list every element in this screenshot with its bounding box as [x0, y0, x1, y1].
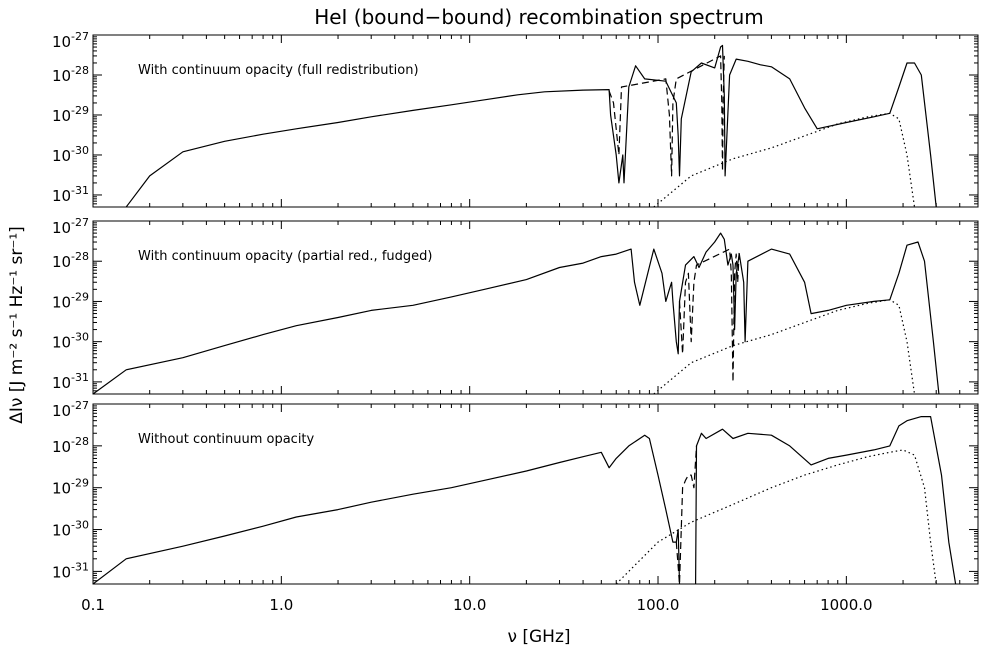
y-tick-label: 10-31 — [52, 371, 89, 392]
y-tick-base: 10 — [52, 374, 71, 392]
y-tick-base: 10 — [52, 187, 71, 205]
y-tick-exponent: -30 — [71, 331, 89, 344]
y-tick-label: 10-28 — [52, 64, 89, 85]
panel-label: With continuum opacity (partial red., fu… — [138, 249, 432, 264]
panel-frame — [92, 220, 979, 395]
x-axis-label: ν [GHz] — [507, 627, 570, 647]
y-tick-base: 10 — [52, 147, 71, 165]
y-tick-label: 10-29 — [52, 477, 89, 498]
series-dashed-line — [678, 248, 740, 383]
series-dotted-line — [653, 112, 916, 207]
x-tick-label: 0.1 — [81, 596, 105, 614]
y-tick-base: 10 — [52, 438, 71, 456]
series-group — [93, 232, 940, 394]
y-tick-label: 10-29 — [52, 290, 89, 311]
y-tick-label: 10-28 — [52, 435, 89, 456]
series-solid-line — [93, 416, 957, 584]
y-tick-exponent: -28 — [71, 250, 89, 263]
y-tick-label: 10-28 — [52, 250, 89, 271]
y-tick-exponent: -27 — [71, 399, 89, 412]
y-tick-base: 10 — [52, 107, 71, 125]
series-dashed-line — [675, 445, 698, 584]
panel-label: Without continuum opacity — [138, 432, 315, 447]
y-tick-label: 10-30 — [52, 144, 89, 165]
y-tick-label: 10-31 — [52, 560, 89, 581]
y-tick-label: 10-31 — [52, 184, 89, 205]
y-tick-label: 10-29 — [52, 104, 89, 125]
x-tick-label: 1000.0 — [820, 596, 873, 614]
y-tick-label: 10-27 — [52, 30, 89, 51]
x-tick-label: 10.0 — [453, 596, 486, 614]
y-tick-exponent: -28 — [71, 435, 89, 448]
y-tick-base: 10 — [52, 402, 71, 420]
series-dashed-line — [608, 55, 725, 177]
y-tick-label: 10-30 — [52, 331, 89, 352]
y-tick-label: 10-30 — [52, 519, 89, 540]
y-tick-base: 10 — [52, 33, 71, 51]
y-tick-exponent: -30 — [71, 519, 89, 532]
series-group — [125, 44, 937, 207]
series-solid-line — [93, 232, 940, 394]
x-axis-tick-labels: 0.1 1.0 10.0 100.0 1000.0 — [81, 596, 873, 614]
y-tick-exponent: -29 — [71, 104, 89, 117]
y-tick-exponent: -31 — [71, 560, 89, 573]
y-tick-base: 10 — [52, 253, 71, 271]
y-tick-exponent: -27 — [71, 216, 89, 229]
y-axis-label: ΔIν [J m⁻² s⁻¹ Hz⁻¹ sr⁻¹] — [7, 226, 27, 424]
panel-frame — [92, 34, 979, 208]
y-tick-exponent: -29 — [71, 477, 89, 490]
y-tick-exponent: -27 — [71, 30, 89, 43]
y-tick-base: 10 — [52, 563, 71, 581]
y-tick-exponent: -31 — [71, 184, 89, 197]
y-tick-base: 10 — [52, 293, 71, 311]
series-dotted-line — [653, 299, 916, 394]
y-tick-exponent: -31 — [71, 371, 89, 384]
panel-label: With continuum opacity (full redistribut… — [138, 63, 419, 78]
y-tick-base: 10 — [52, 67, 71, 85]
x-tick-label: 1.0 — [269, 596, 293, 614]
y-tick-exponent: -29 — [71, 290, 89, 303]
y-tick-exponent: -30 — [71, 144, 89, 157]
series-dotted-line — [615, 449, 937, 584]
y-tick-label: 10-27 — [52, 216, 89, 237]
x-tick-label: 100.0 — [637, 596, 680, 614]
chart-title: HeI (bound−bound) recombination spectrum — [314, 5, 764, 29]
y-tick-base: 10 — [52, 219, 71, 237]
y-tick-exponent: -28 — [71, 64, 89, 77]
y-tick-base: 10 — [52, 480, 71, 498]
y-tick-base: 10 — [52, 522, 71, 540]
series-group — [93, 416, 957, 584]
y-tick-base: 10 — [52, 334, 71, 352]
y-tick-label: 10-27 — [52, 399, 89, 420]
panel-frame — [92, 403, 979, 585]
